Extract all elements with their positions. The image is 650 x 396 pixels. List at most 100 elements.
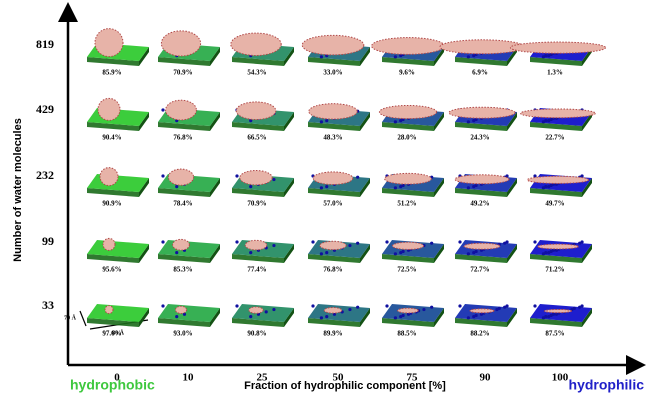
snapshot xyxy=(232,170,294,197)
droplet xyxy=(510,42,605,53)
droplet xyxy=(309,104,357,119)
surface-dot xyxy=(265,310,268,313)
droplet xyxy=(372,38,445,55)
droplet xyxy=(103,238,115,250)
column-label: 10 xyxy=(183,372,195,384)
droplet xyxy=(398,308,419,313)
fraction-label: 90.8% xyxy=(247,330,266,338)
fraction-label: 95.6% xyxy=(102,266,121,274)
surface-dot xyxy=(161,174,164,177)
droplet xyxy=(173,239,190,250)
column-label: 0 xyxy=(114,372,120,384)
surface-dot xyxy=(320,186,323,189)
surface-dot xyxy=(394,252,397,255)
snapshot xyxy=(308,304,370,327)
surface-dot xyxy=(475,314,478,317)
row-label: 232 xyxy=(36,168,54,182)
surface-dot xyxy=(544,251,547,254)
snapshot xyxy=(382,304,444,327)
surface-dot xyxy=(320,120,323,123)
snapshot xyxy=(530,304,592,327)
surface-dot xyxy=(458,240,461,243)
droplet xyxy=(168,169,193,185)
surface-dot xyxy=(573,307,576,310)
fraction-label: 89.9% xyxy=(323,330,342,338)
snapshot xyxy=(308,104,370,131)
surface-dot xyxy=(544,185,547,188)
droplet xyxy=(100,168,118,186)
droplet xyxy=(324,308,342,314)
cells: 85.9%70.9%54.3%33.0%9.6%6.9%1.3%90.4%76.… xyxy=(87,29,606,338)
surface-dot xyxy=(161,304,164,307)
snapshot xyxy=(158,100,220,131)
surface-dot xyxy=(467,55,470,58)
snapshot xyxy=(158,31,220,66)
row-label: 33 xyxy=(42,298,54,312)
droplet xyxy=(105,306,113,314)
surface-dot xyxy=(385,304,388,307)
snapshot xyxy=(302,35,370,66)
surface-dot xyxy=(394,55,397,58)
snapshot xyxy=(530,240,592,263)
snapshot xyxy=(87,168,149,197)
surface-dot xyxy=(272,244,275,247)
droplet xyxy=(320,241,346,249)
surface-dot xyxy=(325,185,328,188)
fraction-label: 28.0% xyxy=(397,134,416,142)
fraction-label: 93.0% xyxy=(173,330,192,338)
snapshot xyxy=(231,33,294,66)
surface-dot xyxy=(161,108,164,111)
depth-label: 70 Å xyxy=(64,313,77,321)
fraction-label: 33.0% xyxy=(323,69,342,77)
fraction-label: 87.5% xyxy=(545,330,564,338)
hydrophobic-label: hydrophobic xyxy=(70,377,155,393)
droplet xyxy=(538,244,579,249)
surface-dot xyxy=(325,119,328,122)
surface-dot xyxy=(249,315,252,318)
fraction-label: 54.3% xyxy=(247,69,266,77)
droplet xyxy=(98,98,120,120)
fraction-label: 66.5% xyxy=(247,134,266,142)
droplet xyxy=(521,109,596,118)
surface-dot xyxy=(320,316,323,319)
figure: Number of water molecules Fraction of hy… xyxy=(0,0,650,396)
snapshot xyxy=(232,102,294,131)
fraction-label: 77.4% xyxy=(247,266,266,274)
surface-dot xyxy=(394,186,397,189)
droplet xyxy=(249,307,263,313)
droplet xyxy=(527,176,588,183)
snapshot xyxy=(308,172,370,197)
column-label: 100 xyxy=(552,372,569,384)
fraction-label: 90.9% xyxy=(102,200,121,208)
snapshot xyxy=(232,240,294,263)
surface-dot xyxy=(430,306,433,309)
surface-dot xyxy=(272,178,275,181)
snapshot xyxy=(449,107,517,131)
surface-dot xyxy=(475,250,478,253)
snapshot xyxy=(521,108,596,131)
surface-dot xyxy=(348,308,351,311)
fraction-label: 57.0% xyxy=(323,200,342,208)
surface-dot xyxy=(505,240,508,243)
droplet xyxy=(302,35,364,55)
surface-dot xyxy=(161,240,164,243)
fraction-label: 51.2% xyxy=(397,200,416,208)
surface-dot xyxy=(552,313,555,316)
surface-dot xyxy=(402,314,405,317)
fraction-label: 97.6% xyxy=(102,330,121,338)
droplet xyxy=(313,172,353,185)
surface-dot xyxy=(580,304,583,307)
surface-dot xyxy=(533,240,536,243)
surface-dot xyxy=(175,185,178,188)
droplet xyxy=(175,306,186,313)
hydrophilic-label: hydrophilic xyxy=(569,377,645,393)
snapshot xyxy=(382,173,444,197)
snapshot xyxy=(87,29,149,66)
surface-dot xyxy=(467,120,470,123)
surface-dot xyxy=(235,240,238,243)
surface-dot xyxy=(505,304,508,307)
fraction-label: 76.8% xyxy=(173,134,192,142)
fraction-label: 85.9% xyxy=(102,69,121,77)
surface-dot xyxy=(272,308,275,311)
surface-dot xyxy=(467,316,470,319)
